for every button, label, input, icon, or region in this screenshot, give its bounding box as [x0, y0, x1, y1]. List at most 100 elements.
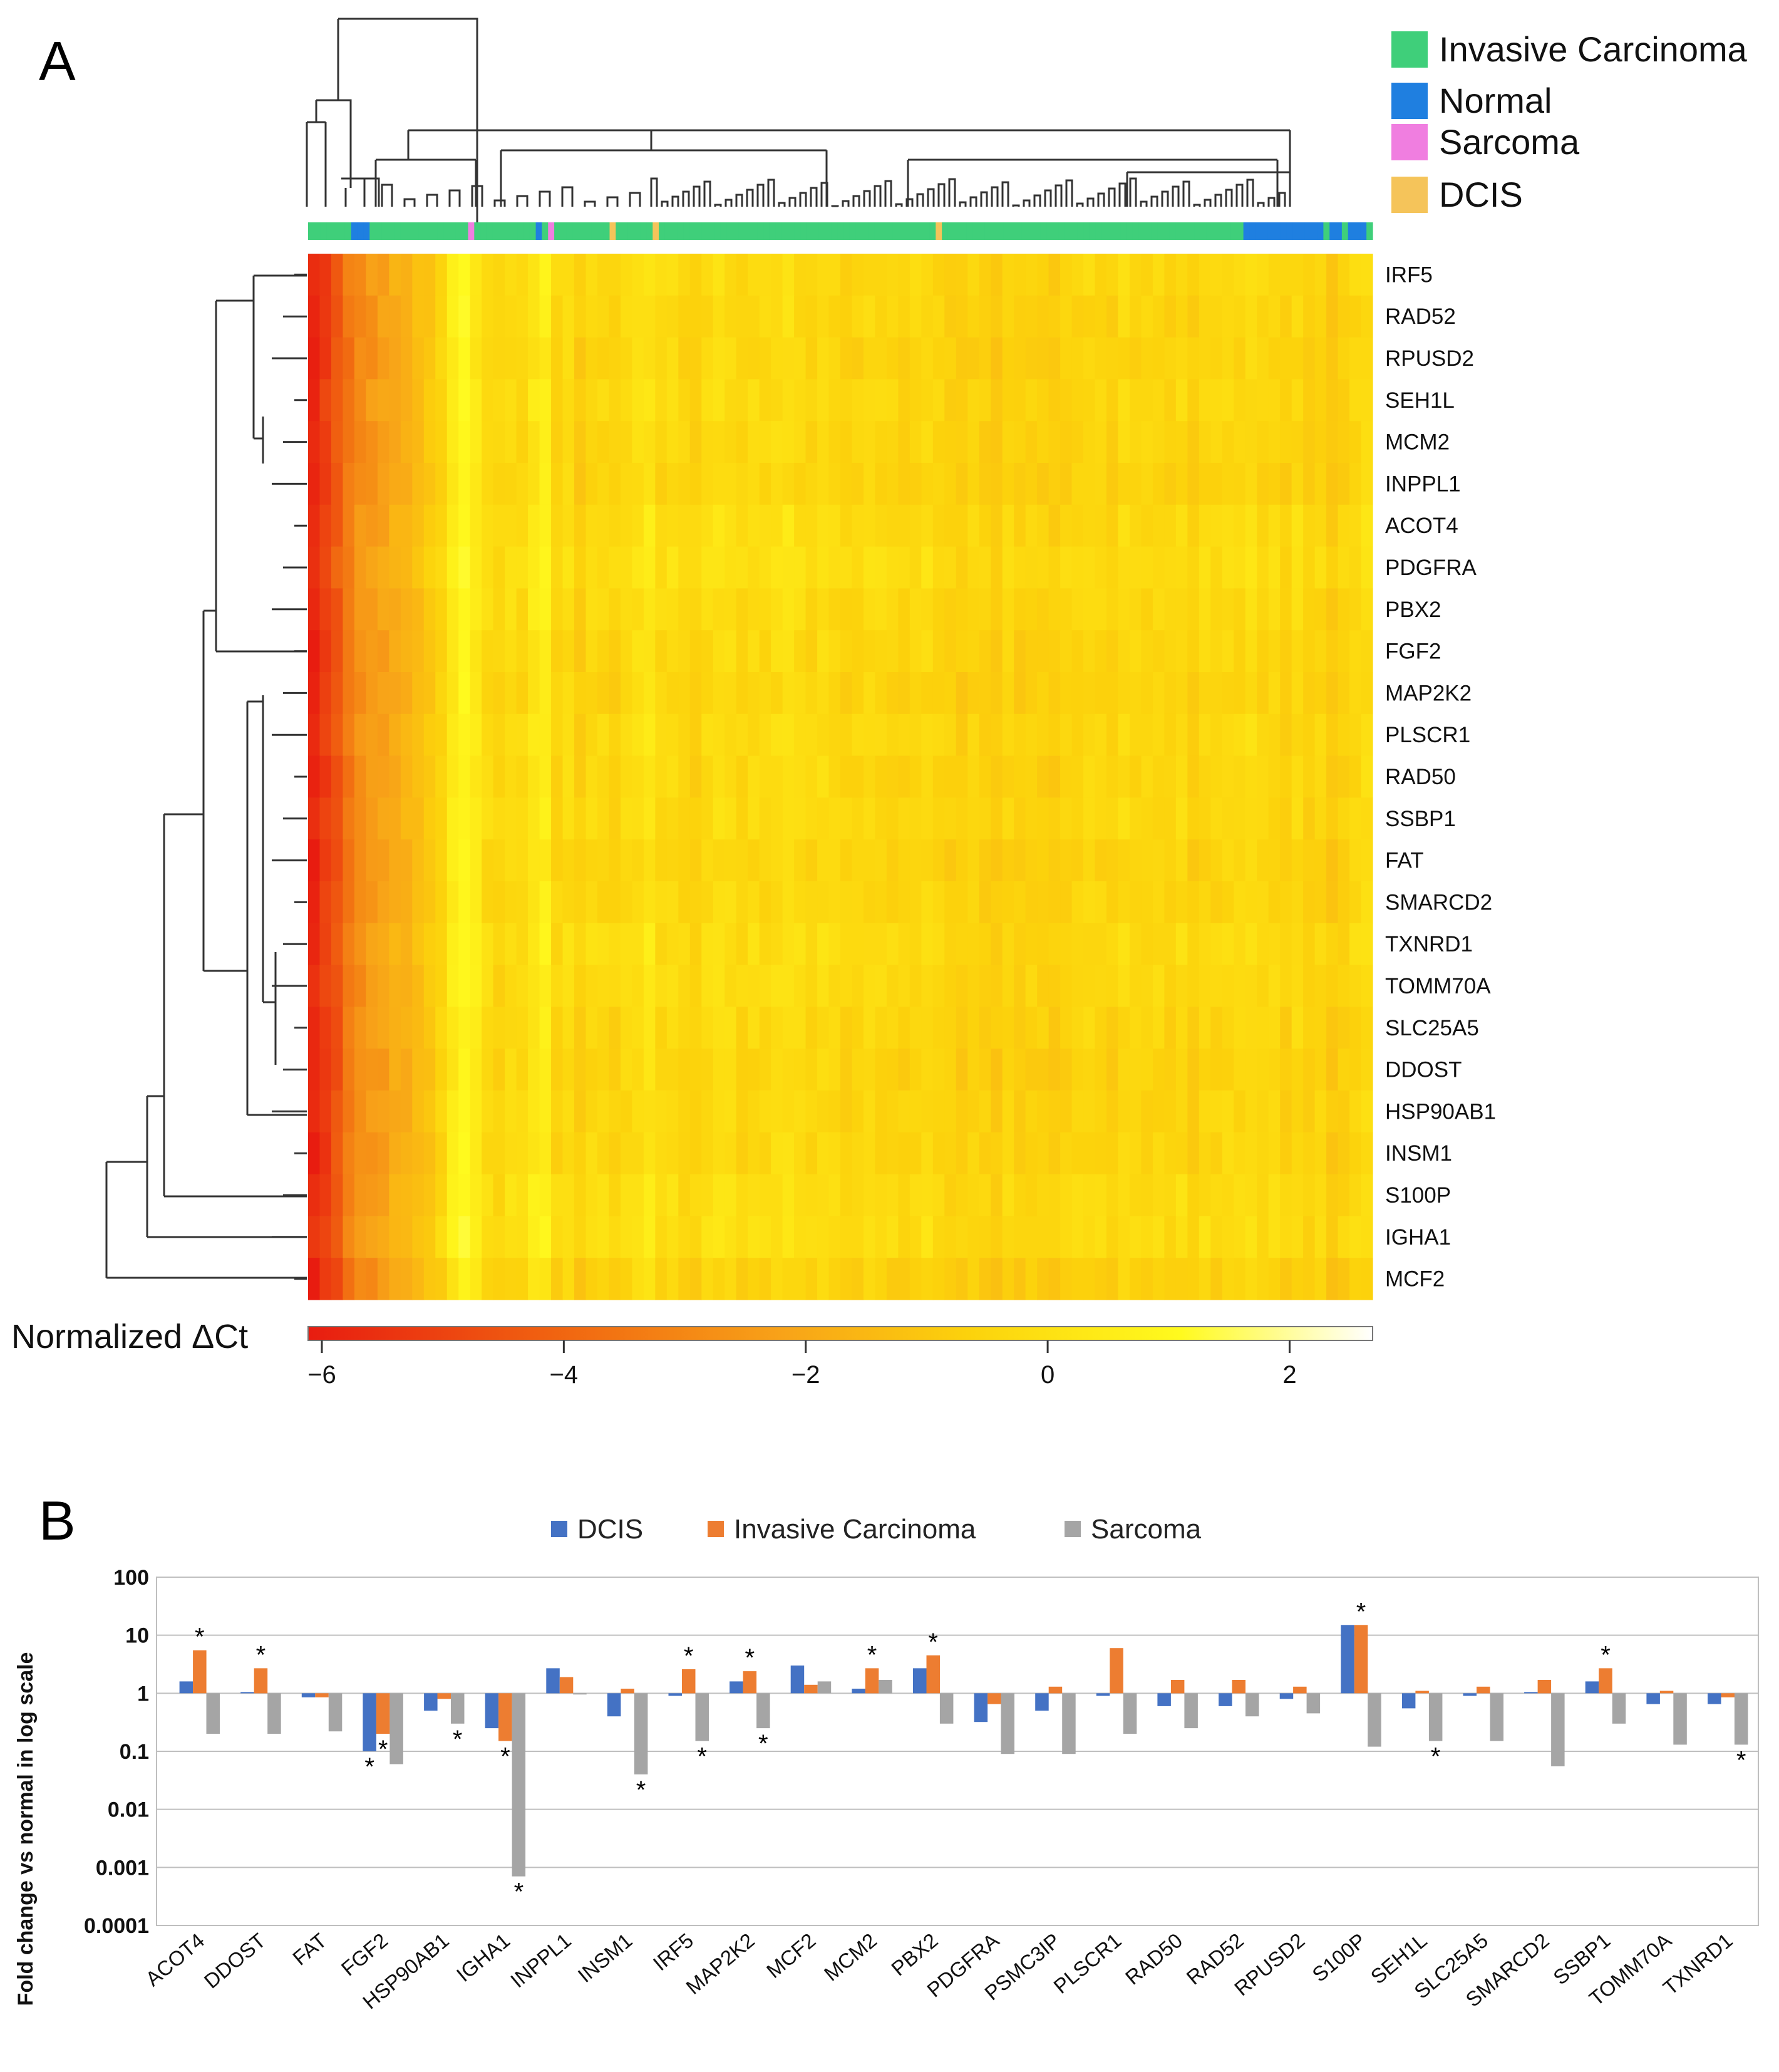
heatmap-cell	[944, 504, 957, 547]
heatmap-cell	[366, 672, 378, 715]
bar-dcis-tomm70a	[1646, 1693, 1660, 1704]
group-cell-invasive-carcinoma	[1132, 222, 1140, 240]
heatmap-cell	[991, 1090, 1003, 1133]
heatmap-cell	[528, 546, 540, 589]
heatmap-cell	[505, 295, 517, 338]
heatmap-cell	[794, 504, 807, 547]
heatmap-cell	[921, 504, 934, 547]
column-dendrogram-leaf	[1097, 192, 1105, 207]
heatmap-cell	[1152, 1258, 1165, 1300]
heatmap-cell	[343, 923, 355, 966]
heatmap-cell	[1361, 1049, 1373, 1091]
bar-sarcoma-smarcd2	[1551, 1693, 1565, 1766]
bar-dcis-hsp90ab1	[424, 1693, 438, 1711]
heatmap-cell	[1060, 504, 1073, 547]
heatmap-cell	[539, 881, 552, 924]
column-dendrogram-leaf	[852, 195, 860, 207]
heatmap-cell	[412, 421, 425, 464]
heatmap-cell	[991, 1049, 1003, 1091]
heatmap-cell	[1326, 463, 1339, 505]
heatmap-cell	[1118, 1174, 1130, 1216]
heatmap-cell	[343, 1090, 355, 1133]
group-cell-invasive-carcinoma	[542, 222, 549, 240]
heatmap-cell	[1187, 965, 1200, 1007]
heatmap-cell	[898, 755, 910, 798]
heatmap-cell	[932, 1174, 945, 1216]
heatmap-cell	[1234, 755, 1246, 798]
heatmap-cell	[1257, 1090, 1269, 1133]
heatmap-cell	[921, 588, 934, 631]
heatmap-cell	[736, 839, 748, 882]
heatmap-cell	[689, 254, 702, 296]
heatmap-cell	[1349, 463, 1362, 505]
row-label-mcf2: MCF2	[1385, 1267, 1445, 1292]
heatmap-cell	[354, 463, 366, 505]
heatmap-cell	[863, 504, 876, 547]
heatmap-cell	[435, 1216, 448, 1258]
group-cell-invasive-carcinoma	[1225, 222, 1232, 240]
heatmap-cell	[1280, 630, 1292, 673]
heatmap-cell	[1349, 254, 1362, 296]
heatmap-cell	[505, 546, 517, 589]
column-dendrogram-leaf	[1257, 202, 1265, 207]
heatmap-cell	[689, 1216, 702, 1258]
heatmap-cell	[470, 1216, 482, 1258]
heatmap-cell	[956, 1258, 968, 1300]
heatmap-cell	[1141, 672, 1153, 715]
heatmap-cell	[991, 588, 1003, 631]
heatmap-cell	[886, 672, 899, 715]
heatmap-cell	[805, 588, 818, 631]
heatmap-cell	[1245, 755, 1257, 798]
heatmap-cell	[979, 965, 991, 1007]
heatmap-cell	[1002, 1174, 1014, 1216]
heatmap-cell	[1314, 1132, 1327, 1175]
heatmap-cell	[435, 965, 448, 1007]
heatmap-cell	[400, 1049, 413, 1091]
heatmap-cell	[713, 546, 725, 589]
heatmap-cell	[1129, 1216, 1142, 1258]
heatmap-cell	[366, 923, 378, 966]
heatmap-cell	[991, 797, 1003, 840]
heatmap-cell	[1349, 923, 1362, 966]
heatmap-cell	[1303, 630, 1316, 673]
heatmap-cell	[1210, 1090, 1223, 1133]
heatmap-cell	[1106, 881, 1119, 924]
heatmap-cell	[1141, 1090, 1153, 1133]
group-cell-normal	[535, 222, 543, 240]
heatmap-cell	[423, 1090, 436, 1133]
heatmap-cell	[482, 1174, 494, 1216]
heatmap-cell	[470, 881, 482, 924]
heatmap-cell	[1291, 421, 1304, 464]
heatmap-cell	[944, 295, 957, 338]
heatmap-cell	[597, 1007, 610, 1049]
heatmap-cell	[562, 1216, 575, 1258]
heatmap-cell	[1175, 463, 1188, 505]
heatmap-cell	[817, 337, 830, 380]
heatmap-cell	[1234, 672, 1246, 715]
heatmap-cell	[840, 713, 853, 757]
group-cell-invasive-carcinoma	[751, 222, 758, 240]
heatmap-cell	[1048, 337, 1061, 380]
heatmap-cell	[551, 713, 564, 757]
heatmap-cell	[319, 923, 332, 966]
heatmap-cell	[1338, 923, 1350, 966]
heatmap-cell	[493, 254, 505, 296]
heatmap-cell	[724, 504, 737, 547]
heatmap-cell	[921, 1216, 934, 1258]
bar-sarcoma-rad52	[1245, 1693, 1259, 1717]
heatmap-cell	[852, 965, 864, 1007]
heatmap-cell	[1257, 672, 1269, 715]
heatmap-cell	[701, 463, 714, 505]
group-cell-invasive-carcinoma	[886, 222, 894, 240]
heatmap-cell	[956, 1007, 968, 1049]
heatmap-cell	[343, 965, 355, 1007]
heatmap-cell	[597, 881, 610, 924]
heatmap-cell	[366, 1049, 378, 1091]
heatmap-cell	[655, 254, 668, 296]
heatmap-cell	[944, 463, 957, 505]
heatmap-cell	[828, 463, 841, 505]
bar-chart-category-label: PBX2	[887, 1929, 942, 1981]
heatmap-cell	[944, 1174, 957, 1216]
heatmap-cell	[632, 1007, 644, 1049]
heatmap-cell	[794, 755, 807, 798]
